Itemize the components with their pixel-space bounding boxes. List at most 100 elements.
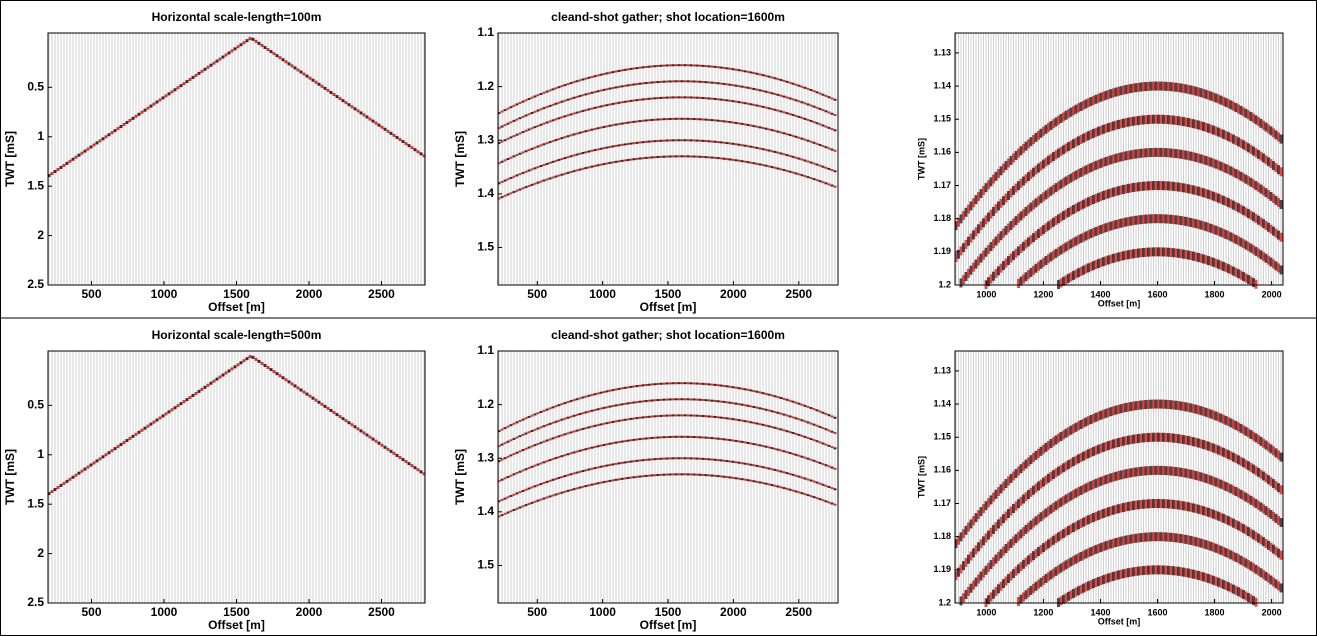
wavelet	[597, 90, 600, 92]
wavelet	[831, 169, 834, 171]
wavelet	[660, 118, 663, 120]
wavelet	[111, 449, 114, 452]
wavelet	[753, 443, 756, 445]
wavelet	[825, 146, 828, 148]
wavelet	[822, 412, 825, 414]
wavelet	[810, 105, 813, 107]
wavelet	[774, 395, 777, 397]
wavelet	[762, 148, 765, 150]
wavelet	[177, 404, 180, 407]
wavelet	[630, 159, 633, 161]
wavelet	[774, 109, 777, 111]
wavelet	[636, 83, 639, 85]
wavelet	[783, 80, 786, 82]
wavelet	[645, 157, 648, 159]
wavelet	[504, 139, 507, 141]
wavelet	[603, 407, 606, 409]
wavelet	[1280, 233, 1283, 242]
wavelet	[825, 485, 828, 487]
wavelet	[831, 149, 834, 151]
wavelet	[651, 65, 654, 67]
wavelet	[567, 432, 570, 434]
wavelet	[660, 383, 663, 385]
wavelet	[615, 442, 618, 444]
wavelet	[711, 459, 714, 461]
wavelet	[549, 459, 552, 461]
wavelet	[615, 404, 618, 406]
wavelet	[564, 173, 567, 175]
wavelet	[807, 140, 810, 142]
wavelet	[687, 473, 690, 475]
wavelet	[786, 154, 789, 156]
wavelet	[396, 136, 399, 139]
wavelet	[717, 400, 720, 402]
wavelet	[645, 459, 648, 461]
wavelet	[336, 95, 339, 98]
wavelet	[654, 458, 657, 460]
wavelet	[729, 439, 732, 441]
x-tick-label: 1500	[655, 605, 682, 619]
wavelet	[546, 163, 549, 165]
wavelet	[729, 84, 732, 86]
wavelet	[1280, 453, 1283, 462]
wavelet	[786, 488, 789, 490]
wavelet	[795, 84, 798, 86]
wavelet	[114, 129, 117, 132]
wavelet	[765, 128, 768, 130]
wavelet	[690, 473, 693, 475]
wavelet	[690, 414, 693, 416]
wavelet	[834, 468, 837, 470]
wavelet	[519, 189, 522, 191]
wavelet	[807, 421, 810, 423]
wavelet	[759, 105, 762, 107]
wavelet	[648, 384, 651, 386]
wavelet	[741, 123, 744, 125]
wavelet	[108, 133, 111, 136]
wavelet	[528, 503, 531, 505]
wavelet	[750, 71, 753, 73]
wavelet	[630, 386, 633, 388]
wavelet	[660, 458, 663, 460]
wavelet	[660, 156, 663, 158]
wavelet	[252, 356, 255, 359]
wavelet	[171, 90, 174, 93]
wavelet	[741, 388, 744, 390]
wavelet	[270, 50, 273, 53]
wavelet	[636, 99, 639, 101]
wavelet	[606, 422, 609, 424]
wavelet	[804, 118, 807, 120]
wavelet	[801, 435, 804, 437]
wavelet	[723, 385, 726, 387]
wavelet	[633, 439, 636, 441]
wavelet	[597, 392, 600, 394]
wavelet	[627, 461, 630, 463]
wavelet	[564, 115, 567, 117]
wavelet	[528, 113, 531, 115]
wavelet	[234, 47, 237, 50]
wavelet	[537, 146, 540, 148]
wavelet	[150, 105, 153, 108]
x-tick-label: 2500	[785, 605, 812, 619]
wavelet	[516, 154, 519, 156]
wavelet	[684, 96, 687, 98]
wavelet	[528, 149, 531, 151]
wavelet	[627, 386, 630, 388]
wavelet	[528, 488, 531, 490]
wavelet	[255, 40, 258, 43]
wavelet	[579, 450, 582, 452]
wavelet	[609, 390, 612, 392]
wavelet	[537, 412, 540, 414]
wavelet	[603, 73, 606, 75]
wavelet	[783, 169, 786, 171]
wavelet	[645, 141, 648, 143]
wavelet	[609, 146, 612, 148]
wavelet	[555, 405, 558, 407]
wavelet	[756, 126, 759, 128]
wavelet	[537, 443, 540, 445]
wavelet	[789, 473, 792, 475]
wavelet	[672, 457, 675, 459]
wavelet	[546, 424, 549, 426]
wavelet	[792, 98, 795, 100]
wavelet	[636, 120, 639, 122]
wavelet	[744, 441, 747, 443]
